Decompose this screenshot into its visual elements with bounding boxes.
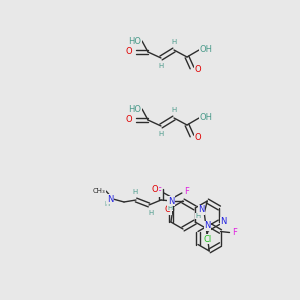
Text: CH₃: CH₃ <box>93 188 105 194</box>
Text: O: O <box>126 47 132 56</box>
Text: H: H <box>158 63 164 69</box>
Text: N: N <box>198 206 204 214</box>
Text: H: H <box>104 201 110 207</box>
Text: F: F <box>232 228 237 237</box>
Text: OH: OH <box>200 113 212 122</box>
Text: H: H <box>167 205 172 211</box>
Text: Cl: Cl <box>203 235 212 244</box>
Text: H: H <box>158 131 164 137</box>
Text: O: O <box>126 116 132 124</box>
Text: O: O <box>195 65 201 74</box>
Text: H: H <box>171 39 177 45</box>
Text: F: F <box>184 188 189 196</box>
Text: N: N <box>220 218 226 226</box>
Text: HO: HO <box>128 104 142 113</box>
Text: O: O <box>152 184 158 194</box>
Text: H: H <box>171 107 177 113</box>
Text: H: H <box>148 210 154 216</box>
Text: F: F <box>156 188 161 196</box>
Text: H: H <box>196 213 201 219</box>
Text: O: O <box>165 206 171 214</box>
Text: N: N <box>204 221 210 230</box>
Text: N: N <box>107 194 113 203</box>
Text: OH: OH <box>200 46 212 55</box>
Text: H: H <box>132 189 138 195</box>
Text: O: O <box>195 134 201 142</box>
Text: HO: HO <box>128 37 142 46</box>
Text: N: N <box>168 196 174 206</box>
